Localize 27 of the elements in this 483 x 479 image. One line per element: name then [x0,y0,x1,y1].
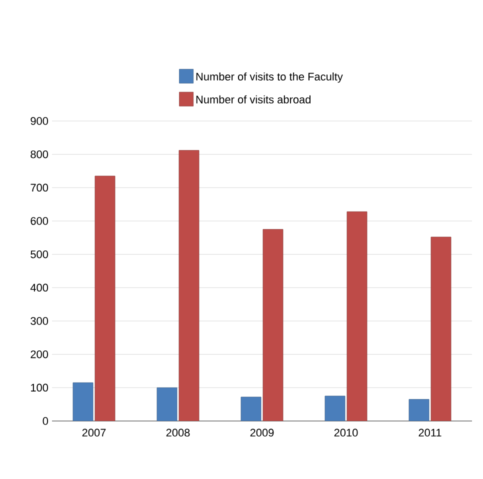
x-tick-label: 2011 [418,428,442,437]
bar [408,399,430,421]
bar [240,396,262,421]
legend-label: Number of visits to the Faculty [196,72,343,83]
bar [178,150,200,421]
bar [262,229,284,421]
bar [324,396,346,421]
y-tick-label: 400 [30,284,48,292]
x-tick-label: 2009 [250,428,274,437]
y-tick-label: 300 [30,317,48,325]
y-tick-label: 200 [30,350,48,358]
bar [72,382,94,421]
y-tick-label: 600 [30,217,48,225]
y-tick-label: 900 [30,117,48,125]
x-tick-label: 2008 [166,428,190,437]
bar [430,236,452,421]
bar [346,211,368,421]
y-tick-label: 700 [30,184,48,192]
y-tick-label: 500 [30,250,48,258]
bar [156,387,178,421]
legend-label: Number of visits abroad [196,95,311,104]
x-tick-label: 2010 [334,428,358,437]
x-tick-label: 2007 [82,428,106,437]
y-tick-label: 0 [42,417,48,425]
y-tick-label: 800 [30,150,48,158]
bar [94,176,116,421]
y-tick-label: 100 [31,384,48,392]
